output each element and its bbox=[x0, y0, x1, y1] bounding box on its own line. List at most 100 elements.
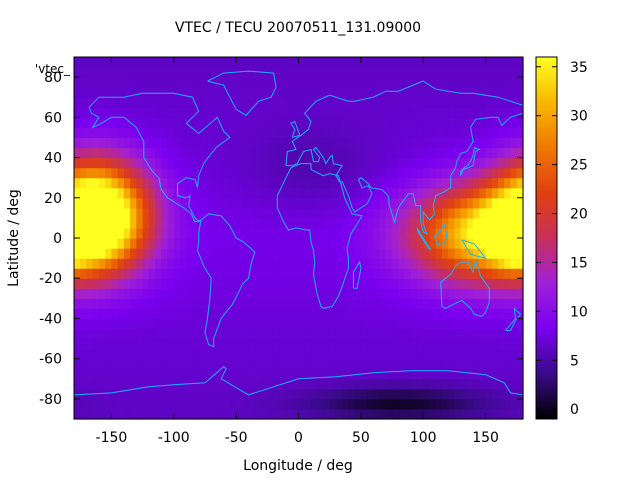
heatmap-cell bbox=[267, 217, 275, 229]
heatmap-cell bbox=[217, 57, 225, 68]
heatmap-cell bbox=[392, 167, 399, 179]
heatmap-cell bbox=[98, 77, 106, 88]
heatmap-cell bbox=[117, 268, 125, 279]
heatmap-cell bbox=[148, 197, 156, 209]
heatmap-cell bbox=[441, 137, 449, 149]
heatmap-cell bbox=[342, 338, 349, 350]
heatmap-cell bbox=[404, 157, 412, 169]
heatmap-cell bbox=[130, 207, 137, 219]
heatmap-cell bbox=[435, 248, 443, 259]
heatmap-cell bbox=[254, 87, 262, 98]
heatmap-cell bbox=[136, 67, 144, 78]
heatmap-cell bbox=[186, 278, 194, 289]
heatmap-cell bbox=[180, 288, 187, 299]
heatmap-cell bbox=[348, 117, 356, 128]
heatmap-cell bbox=[273, 368, 281, 380]
heatmap-cell bbox=[367, 157, 374, 169]
heatmap-cell bbox=[454, 77, 462, 88]
heatmap-cell bbox=[329, 187, 337, 199]
heatmap-cell bbox=[460, 217, 468, 229]
heatmap-cell bbox=[80, 238, 88, 249]
heatmap-cell bbox=[286, 227, 293, 239]
heatmap-cell bbox=[441, 388, 449, 400]
heatmap-cell bbox=[448, 308, 456, 320]
heatmap-cell bbox=[441, 87, 449, 98]
heatmap-cell bbox=[398, 258, 406, 269]
heatmap-cell bbox=[111, 97, 119, 108]
heatmap-cell bbox=[354, 398, 362, 410]
heatmap-cell bbox=[485, 187, 493, 199]
heatmap-cell bbox=[217, 187, 225, 199]
heatmap-cell bbox=[136, 97, 144, 108]
heatmap-cell bbox=[491, 388, 499, 400]
heatmap-cell bbox=[273, 278, 281, 289]
heatmap-cell bbox=[117, 197, 125, 209]
heatmap-cell bbox=[136, 398, 144, 410]
heatmap-cell bbox=[248, 227, 256, 239]
heatmap-cell bbox=[98, 238, 106, 249]
heatmap-cell bbox=[310, 57, 318, 68]
heatmap-cell bbox=[254, 358, 262, 370]
heatmap-cell bbox=[392, 358, 399, 370]
heatmap-cell bbox=[304, 97, 312, 108]
heatmap-cell bbox=[186, 358, 194, 370]
heatmap-cell bbox=[192, 97, 200, 108]
heatmap-cell bbox=[148, 338, 156, 350]
heatmap-cell bbox=[217, 77, 225, 88]
heatmap-cell bbox=[416, 258, 424, 269]
heatmap-cell bbox=[479, 248, 487, 259]
heatmap-cell bbox=[92, 197, 100, 209]
heatmap-cell bbox=[498, 288, 505, 299]
heatmap-cell bbox=[105, 248, 113, 259]
heatmap-cell bbox=[211, 117, 219, 128]
heatmap-cell bbox=[223, 227, 231, 239]
heatmap-cell bbox=[273, 328, 281, 340]
heatmap-cell bbox=[479, 177, 487, 189]
heatmap-cell bbox=[342, 217, 349, 229]
heatmap-cell bbox=[423, 378, 431, 390]
heatmap-cell bbox=[473, 117, 480, 128]
heatmap-cell bbox=[117, 258, 125, 269]
heatmap-cell bbox=[441, 67, 449, 78]
heatmap-cell bbox=[516, 167, 524, 179]
heatmap-cell bbox=[186, 87, 194, 98]
heatmap-cell bbox=[92, 77, 100, 88]
heatmap-cell bbox=[161, 107, 169, 118]
heatmap-cell bbox=[229, 378, 237, 390]
heatmap-cell bbox=[211, 187, 219, 199]
heatmap-cell bbox=[130, 288, 137, 299]
heatmap-cell bbox=[254, 217, 262, 229]
heatmap-cell bbox=[423, 77, 431, 88]
heatmap-cell bbox=[348, 57, 356, 68]
heatmap-cell bbox=[441, 77, 449, 88]
heatmap-cell bbox=[329, 87, 337, 98]
heatmap-cell bbox=[454, 288, 462, 299]
heatmap-cell bbox=[204, 398, 212, 410]
heatmap-cell bbox=[261, 398, 268, 410]
x-tick-label: 50 bbox=[352, 430, 370, 446]
heatmap-cell bbox=[161, 67, 169, 78]
heatmap-cell bbox=[404, 77, 412, 88]
heatmap-cell bbox=[479, 87, 487, 98]
heatmap-cell bbox=[286, 57, 293, 68]
heatmap-cell bbox=[148, 268, 156, 279]
heatmap-cell bbox=[367, 87, 374, 98]
heatmap-cell bbox=[510, 127, 518, 139]
heatmap-cell bbox=[385, 227, 393, 239]
heatmap-cell bbox=[211, 378, 219, 390]
heatmap-cell bbox=[261, 368, 268, 380]
heatmap-cell bbox=[398, 87, 406, 98]
heatmap-cell bbox=[373, 288, 381, 299]
heatmap-cell bbox=[273, 177, 281, 189]
heatmap-cell bbox=[117, 217, 125, 229]
heatmap-cell bbox=[223, 137, 231, 149]
heatmap-cell bbox=[204, 107, 212, 118]
heatmap-cell bbox=[261, 197, 268, 209]
heatmap-cell bbox=[286, 248, 293, 259]
colorbar bbox=[535, 56, 558, 420]
heatmap-cell bbox=[242, 268, 250, 279]
heatmap-cell bbox=[473, 127, 480, 139]
heatmap-cell bbox=[242, 298, 250, 309]
heatmap-cell bbox=[273, 187, 281, 199]
heatmap-cell bbox=[379, 197, 387, 209]
